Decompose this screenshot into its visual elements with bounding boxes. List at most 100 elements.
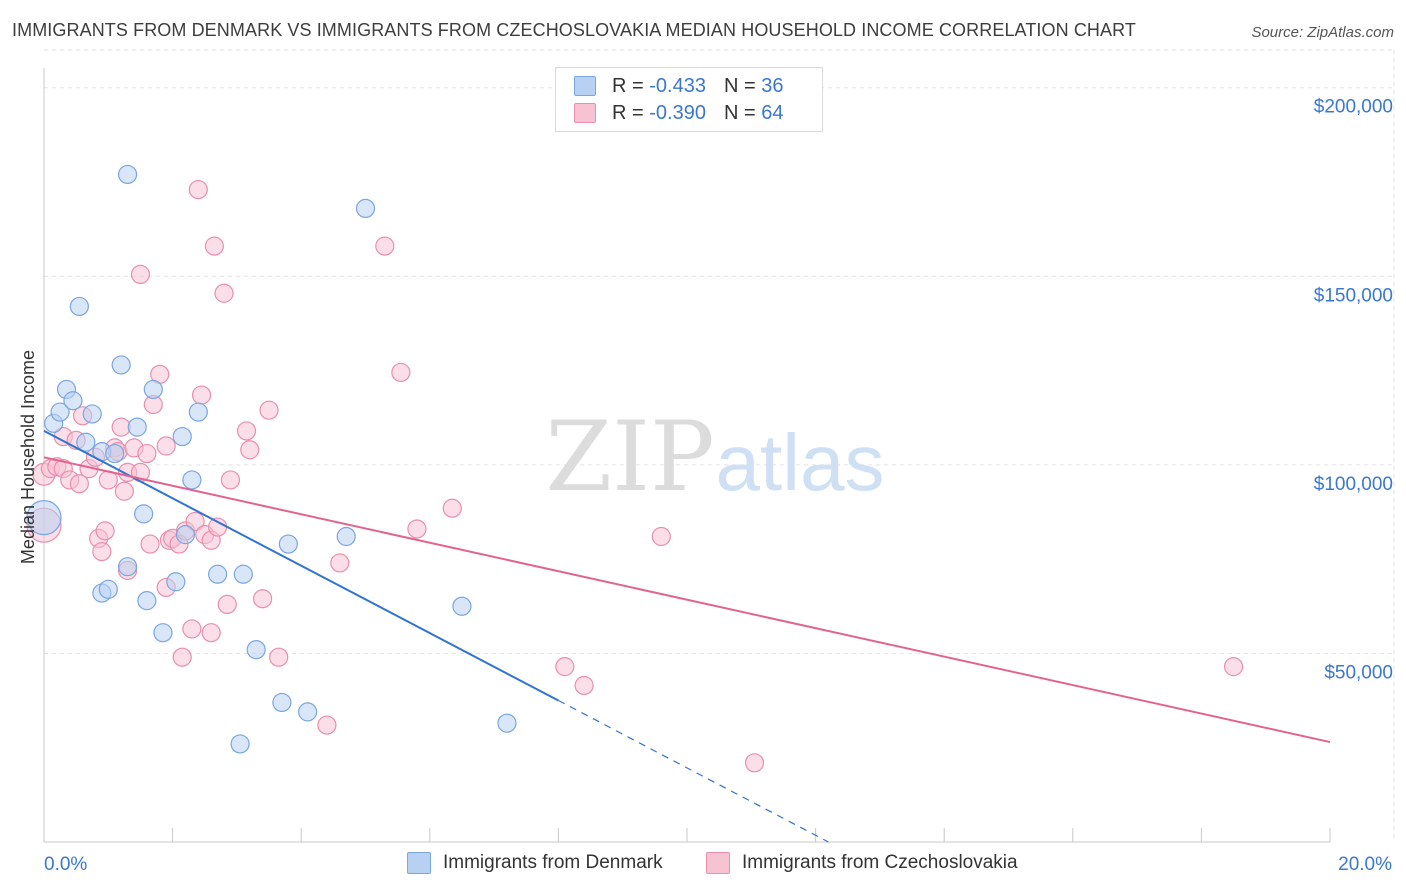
legend-row-denmark: R = -0.433 N = 36 — [574, 73, 783, 99]
data-point-denmark — [272, 692, 292, 713]
data-point-czechoslovakia — [253, 589, 273, 609]
data-point-denmark — [137, 591, 157, 611]
bottom-legend-swatch-denmark — [407, 852, 431, 874]
data-point-denmark — [117, 557, 138, 577]
data-point-czechoslovakia — [555, 657, 575, 677]
data-point-czechoslovakia — [330, 553, 350, 573]
watermark-zip: ZIP — [545, 401, 714, 513]
data-point-czechoslovakia — [217, 594, 237, 615]
data-point-denmark — [336, 526, 356, 547]
data-point-denmark — [497, 713, 517, 733]
y-axis-title: Median Household Income — [18, 350, 38, 564]
data-point-denmark — [117, 164, 138, 185]
watermark: ZIP atlas — [545, 401, 884, 513]
bottom-legend-label-denmark: Immigrants from Denmark — [443, 852, 663, 873]
bottom-legend-denmark: Immigrants from Denmark — [407, 852, 663, 874]
chart-title: IMMIGRANTS FROM DENMARK VS IMMIGRANTS FR… — [12, 20, 1136, 40]
data-point-czechoslovakia — [240, 440, 260, 460]
x-tick-label-max: 20.0% — [1338, 854, 1392, 875]
data-point-denmark — [98, 579, 118, 599]
data-point-czechoslovakia — [111, 417, 131, 437]
data-point-denmark — [134, 504, 154, 524]
data-point-czechoslovakia — [156, 436, 176, 456]
trend-lines — [43, 430, 1331, 843]
x-tick-label-min: 0.0% — [44, 854, 87, 875]
axes — [43, 68, 1331, 843]
data-point-denmark — [246, 640, 266, 660]
data-point-denmark — [26, 500, 62, 536]
legend-row-czechoslovakia: R = -0.390 N = 64 — [574, 100, 783, 126]
bottom-legend-label-czechoslovakia: Immigrants from Czechoslovakia — [742, 852, 1018, 873]
data-point-czechoslovakia — [1223, 657, 1244, 677]
data-point-czechoslovakia — [744, 753, 765, 773]
data-point-denmark — [278, 534, 298, 554]
data-point-denmark — [355, 198, 376, 218]
legend-swatch-denmark — [574, 76, 596, 96]
axis-labels: $50,000 $100,000 $150,000 $200,000 0.0% 20.0%… — [18, 97, 1393, 875]
legend-n-label: N = — [723, 74, 756, 97]
data-point-czechoslovakia — [317, 715, 337, 735]
y-tick-label: $200,000 — [1314, 97, 1393, 118]
source-note: Source: ZipAtlas.com — [1251, 24, 1394, 41]
legend-n-value-denmark: 36 — [761, 74, 784, 97]
data-point-denmark — [166, 572, 186, 592]
data-point-denmark — [69, 296, 89, 317]
data-point-denmark — [111, 355, 131, 375]
data-point-denmark — [172, 426, 192, 447]
data-point-czechoslovakia — [92, 541, 112, 562]
data-point-denmark — [82, 404, 102, 424]
data-point-denmark — [233, 564, 253, 584]
data-point-czechoslovakia — [114, 481, 134, 501]
data-point-denmark — [182, 470, 202, 490]
legend-n-label: N = — [723, 101, 756, 124]
data-point-czechoslovakia — [259, 400, 279, 420]
data-point-czechoslovakia — [201, 623, 221, 643]
data-point-denmark — [188, 402, 208, 422]
legend-r-label: R = — [612, 101, 644, 124]
data-point-denmark — [153, 623, 173, 643]
data-point-czechoslovakia — [407, 519, 427, 539]
data-point-czechoslovakia — [188, 179, 208, 200]
data-point-czechoslovakia — [140, 534, 160, 554]
data-point-czechoslovakia — [236, 421, 257, 441]
data-point-czechoslovakia — [220, 470, 241, 490]
series-denmark-points — [26, 164, 517, 754]
y-tick-label: $50,000 — [1324, 662, 1393, 683]
legend-swatch-czechoslovakia — [574, 103, 596, 123]
data-point-denmark — [298, 702, 318, 722]
watermark-atlas: atlas — [716, 418, 885, 507]
data-point-czechoslovakia — [69, 474, 89, 494]
data-point-czechoslovakia — [391, 362, 411, 383]
bottom-legend-swatch-czechoslovakia — [706, 852, 730, 874]
data-point-czechoslovakia — [574, 675, 594, 696]
data-point-czechoslovakia — [185, 511, 205, 532]
data-point-denmark — [50, 402, 70, 422]
data-point-czechoslovakia — [204, 236, 224, 256]
data-point-czechoslovakia — [442, 498, 462, 518]
data-point-czechoslovakia — [191, 385, 212, 405]
data-point-denmark — [127, 417, 147, 437]
series-czechoslovakia-points — [26, 179, 1244, 773]
data-point-czechoslovakia — [95, 521, 115, 541]
data-point-czechoslovakia — [375, 236, 395, 256]
data-point-denmark — [230, 734, 250, 754]
data-point-denmark — [175, 525, 196, 545]
correlation-legend: R = -0.433 N = 36 R = -0.390 N = 64 — [555, 67, 823, 132]
data-point-denmark — [63, 391, 83, 411]
data-point-czechoslovakia — [651, 526, 671, 547]
legend-r-label: R = — [612, 74, 644, 97]
y-tick-label: $150,000 — [1314, 285, 1393, 306]
legend-r-value-denmark: -0.433 — [649, 74, 706, 97]
data-point-denmark — [105, 443, 125, 464]
legend-n-value-czechoslovakia: 64 — [761, 101, 784, 124]
data-point-czechoslovakia — [137, 443, 157, 464]
trend-line-czechoslovakia — [43, 456, 1331, 744]
data-point-denmark — [76, 432, 96, 452]
data-point-czechoslovakia — [182, 619, 202, 639]
bottom-legend-czechoslovakia: Immigrants from Czechoslovakia — [706, 852, 1018, 874]
y-tick-label: $100,000 — [1314, 474, 1393, 495]
data-point-denmark — [143, 379, 163, 400]
data-point-czechoslovakia — [130, 264, 151, 284]
data-point-czechoslovakia — [214, 283, 234, 303]
